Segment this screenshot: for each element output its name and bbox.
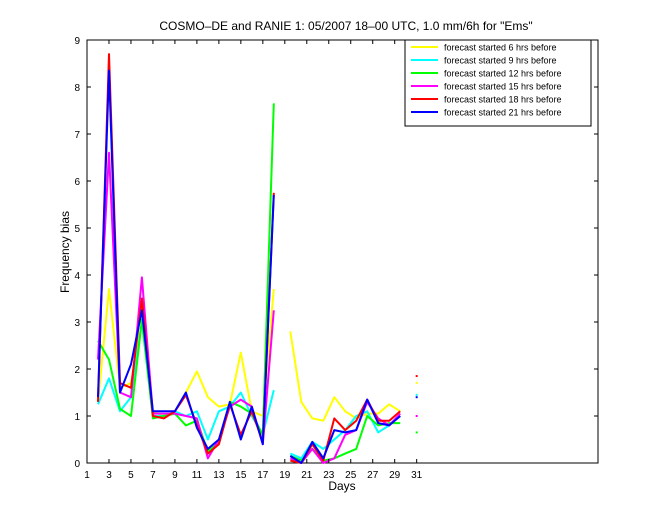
legend-label: forecast started 9 hrs before xyxy=(444,56,557,66)
y-axis-label: Frequency bias xyxy=(58,211,72,293)
series-isolated-point xyxy=(415,393,418,396)
y-tick-label: 2 xyxy=(74,365,80,376)
y-tick-label: 6 xyxy=(74,177,80,188)
legend-item: forecast started 15 hrs before xyxy=(411,82,562,92)
y-tick-label: 4 xyxy=(74,271,80,282)
series-line-segment-2 xyxy=(289,331,401,422)
y-tick-label: 7 xyxy=(74,130,80,141)
x-tick-label: 15 xyxy=(235,470,247,481)
x-tick-label: 31 xyxy=(411,470,423,481)
series-isolated-point xyxy=(415,396,418,399)
series-isolated-point xyxy=(415,382,418,385)
series-isolated-point xyxy=(415,431,418,434)
series-6 xyxy=(97,69,418,464)
series-isolated-point xyxy=(415,415,418,417)
legend-label: forecast started 6 hrs before xyxy=(444,43,557,53)
series-isolated-point xyxy=(415,375,418,378)
x-tick-label: 11 xyxy=(192,470,203,481)
x-tick-label: 27 xyxy=(367,470,379,481)
x-tick-label: 19 xyxy=(279,470,291,481)
series-line-segment-1 xyxy=(97,103,275,453)
series-line-segment-2 xyxy=(289,398,401,464)
x-tick-label: 23 xyxy=(323,470,335,481)
y-tick-label: 5 xyxy=(74,224,80,235)
y-tick-label: 9 xyxy=(74,36,80,47)
series-layer xyxy=(97,53,418,464)
x-tick-label: 3 xyxy=(106,470,112,481)
x-tick-label: 17 xyxy=(257,470,269,481)
y-axis-ticks: 0 1 2 3 4 5 6 7 8 9 xyxy=(74,36,598,470)
y-tick-label: 8 xyxy=(74,83,80,94)
legend-item: forecast started 12 hrs before xyxy=(411,69,562,79)
legend-label: forecast started 21 hrs before xyxy=(444,108,562,118)
legend-label: forecast started 12 hrs before xyxy=(444,69,562,79)
x-tick-label: 9 xyxy=(172,470,178,481)
x-tick-label: 1 xyxy=(84,470,90,481)
chart-title: COSMO–DE and RANIE 1: 05/2007 18–00 UTC,… xyxy=(159,19,532,33)
legend-label: forecast started 15 hrs before xyxy=(444,82,562,92)
x-tick-label: 7 xyxy=(150,470,156,481)
legend-item: forecast started 6 hrs before xyxy=(411,43,557,53)
legend-label: forecast started 18 hrs before xyxy=(444,95,562,105)
y-tick-label: 0 xyxy=(74,459,80,470)
series-line-segment-1 xyxy=(97,69,275,450)
x-tick-label: 21 xyxy=(301,470,313,481)
legend-item: forecast started 21 hrs before xyxy=(411,108,562,118)
x-tick-label: 25 xyxy=(345,470,357,481)
x-axis-ticks: 1 3 5 7 9 11 13 15 17 19 21 23 25 27 29 31 xyxy=(84,40,423,481)
legend: forecast started 6 hrs before forecast st… xyxy=(404,39,592,127)
series-line-segment-1 xyxy=(97,151,275,460)
x-tick-label: 13 xyxy=(213,470,225,481)
y-tick-label: 3 xyxy=(74,318,80,329)
y-tick-label: 1 xyxy=(74,412,80,423)
legend-item: forecast started 18 hrs before xyxy=(411,95,562,105)
x-tick-label: 29 xyxy=(389,470,401,481)
x-axis-label: Days xyxy=(328,479,355,493)
x-tick-label: 5 xyxy=(128,470,134,481)
legend-item: forecast started 9 hrs before xyxy=(411,56,557,66)
